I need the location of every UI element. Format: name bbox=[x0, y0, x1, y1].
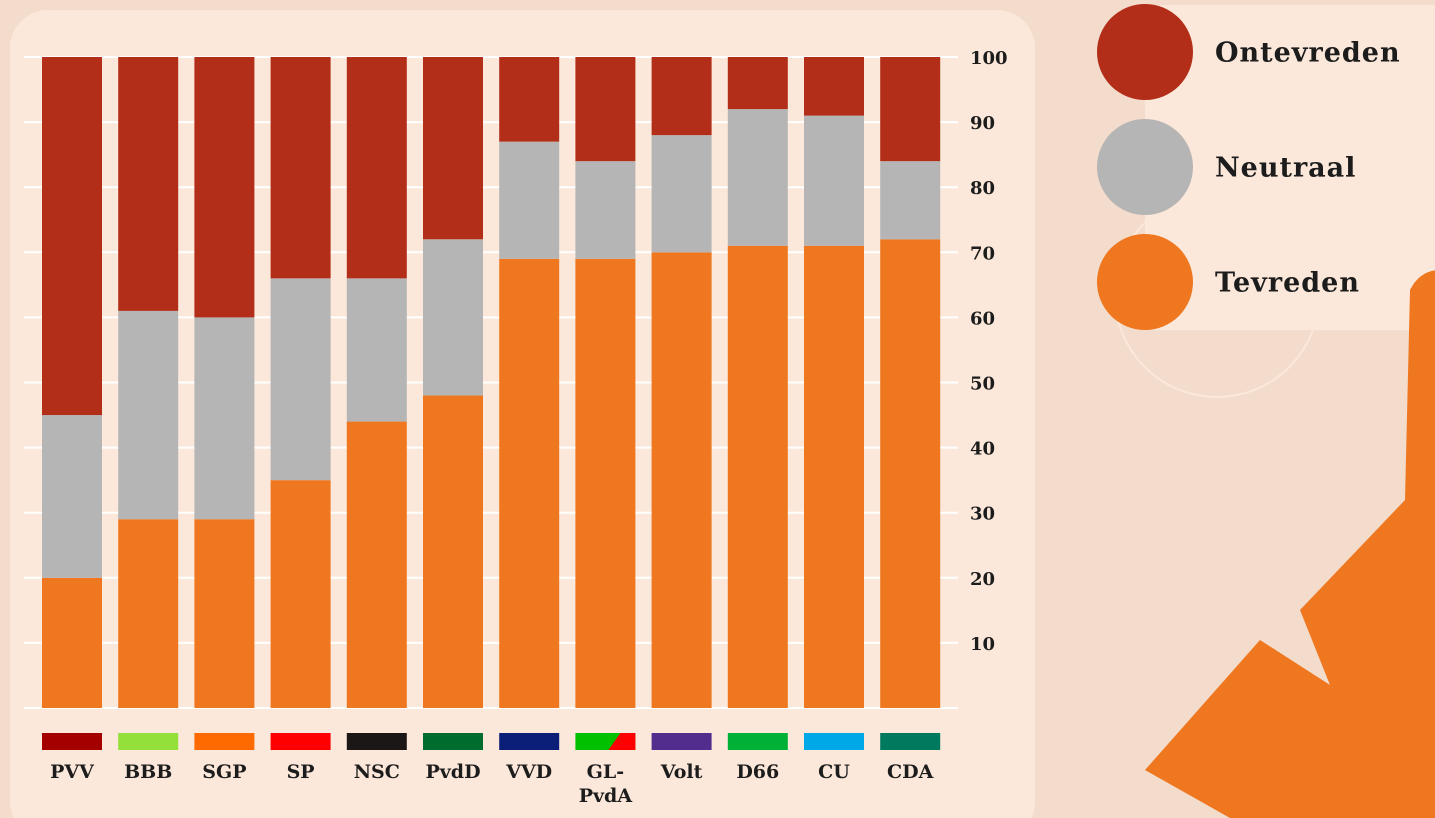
bar-segment bbox=[804, 57, 864, 116]
bar-segment bbox=[194, 317, 255, 520]
party-swatch bbox=[608, 733, 636, 750]
legend-marker bbox=[1097, 4, 1193, 100]
bar-segment bbox=[804, 115, 864, 246]
x-label-box: BBB bbox=[124, 761, 173, 783]
x-label-box: PvdD bbox=[425, 761, 481, 783]
bar-segment bbox=[575, 161, 636, 259]
x-tick-label: GL-PvdA bbox=[578, 761, 633, 807]
x-label-box: D66 bbox=[736, 761, 780, 783]
y-tick-label: 90 bbox=[970, 113, 995, 134]
bar-segment bbox=[194, 519, 255, 708]
bar-segment bbox=[499, 141, 560, 259]
bar-segment bbox=[804, 245, 864, 709]
legend-label: Ontevreden bbox=[1215, 38, 1401, 69]
y-tick-label: 70 bbox=[970, 243, 995, 264]
party-swatch bbox=[651, 733, 712, 750]
bar-segment bbox=[423, 395, 483, 708]
bar-segment bbox=[42, 577, 102, 708]
y-tick-label: 20 bbox=[970, 569, 995, 590]
bar-segment bbox=[499, 258, 560, 708]
bar-segment bbox=[575, 258, 636, 708]
party-swatch bbox=[804, 733, 864, 750]
bar-segment bbox=[575, 57, 636, 162]
x-tick-label: D66 bbox=[736, 761, 780, 783]
x-tick-label: CU bbox=[818, 761, 850, 783]
party-swatch bbox=[270, 733, 331, 750]
x-label-box: VVD bbox=[506, 761, 553, 783]
bar-segment bbox=[118, 519, 179, 708]
party-swatch bbox=[118, 733, 179, 750]
x-label-box: CDA bbox=[887, 761, 934, 783]
bar-segment bbox=[346, 421, 407, 708]
party-swatch bbox=[346, 733, 407, 750]
bar-segment bbox=[727, 57, 788, 110]
y-tick-label: 50 bbox=[970, 374, 995, 395]
x-label-box: SP bbox=[286, 761, 315, 783]
bar-segment bbox=[727, 245, 788, 709]
x-label-box: CU bbox=[818, 761, 850, 783]
bar-segment bbox=[499, 57, 560, 142]
party-swatch bbox=[880, 733, 941, 750]
bar-segment bbox=[118, 310, 179, 520]
bar-segment bbox=[423, 57, 483, 240]
x-tick-label: SGP bbox=[202, 761, 247, 783]
bar-segment bbox=[880, 161, 941, 240]
party-swatch bbox=[423, 733, 483, 750]
x-label-box: Volt bbox=[660, 761, 703, 783]
legend-marker bbox=[1097, 119, 1193, 215]
y-tick-label: 10 bbox=[970, 634, 995, 655]
x-tick-label: VVD bbox=[506, 761, 553, 783]
bar-segment bbox=[880, 57, 941, 162]
bar-segment bbox=[42, 415, 102, 578]
x-tick-label: PvdD bbox=[425, 761, 481, 783]
x-label-box: PVV bbox=[50, 761, 94, 783]
x-tick-label: PVV bbox=[50, 761, 94, 783]
x-tick-label: BBB bbox=[124, 761, 173, 783]
legend-label: Tevreden bbox=[1215, 268, 1360, 299]
x-label-box: GL-PvdA bbox=[578, 761, 633, 807]
y-tick-label: 100 bbox=[970, 48, 1008, 69]
x-tick-label: SP bbox=[286, 761, 315, 783]
bar-segment bbox=[651, 135, 712, 253]
bar-segment bbox=[727, 109, 788, 246]
party-swatch bbox=[499, 733, 560, 750]
party-swatch bbox=[194, 733, 255, 750]
x-label-box: NSC bbox=[353, 761, 400, 783]
bar-segment bbox=[270, 57, 331, 279]
bar-segment bbox=[651, 252, 712, 709]
y-tick-label: 60 bbox=[970, 308, 995, 329]
legend-background bbox=[1145, 5, 1435, 330]
party-swatch bbox=[42, 733, 102, 750]
decor-hand bbox=[1145, 270, 1435, 818]
bar-segment bbox=[423, 239, 483, 396]
x-tick-label: NSC bbox=[353, 761, 400, 783]
y-tick-label: 40 bbox=[970, 439, 995, 460]
bar-segment bbox=[194, 57, 255, 318]
bar-segment bbox=[270, 278, 331, 481]
x-label-box: SGP bbox=[202, 761, 247, 783]
y-tick-label: 30 bbox=[970, 504, 995, 525]
bar-segment bbox=[118, 57, 179, 311]
legend-marker bbox=[1097, 234, 1193, 330]
bar-segment bbox=[880, 239, 941, 708]
legend-label: Neutraal bbox=[1215, 153, 1356, 184]
bar-segment bbox=[346, 278, 407, 422]
bar-segment bbox=[651, 57, 712, 136]
bar-segment bbox=[42, 57, 102, 416]
x-tick-label: Volt bbox=[660, 761, 703, 783]
party-swatch bbox=[727, 733, 788, 750]
bar-segment bbox=[346, 57, 407, 279]
legend: Ontevreden Neutraal Tevreden bbox=[1097, 4, 1401, 330]
x-tick-label: CDA bbox=[887, 761, 934, 783]
y-tick-label: 80 bbox=[970, 178, 995, 199]
bar-segment bbox=[270, 480, 331, 708]
